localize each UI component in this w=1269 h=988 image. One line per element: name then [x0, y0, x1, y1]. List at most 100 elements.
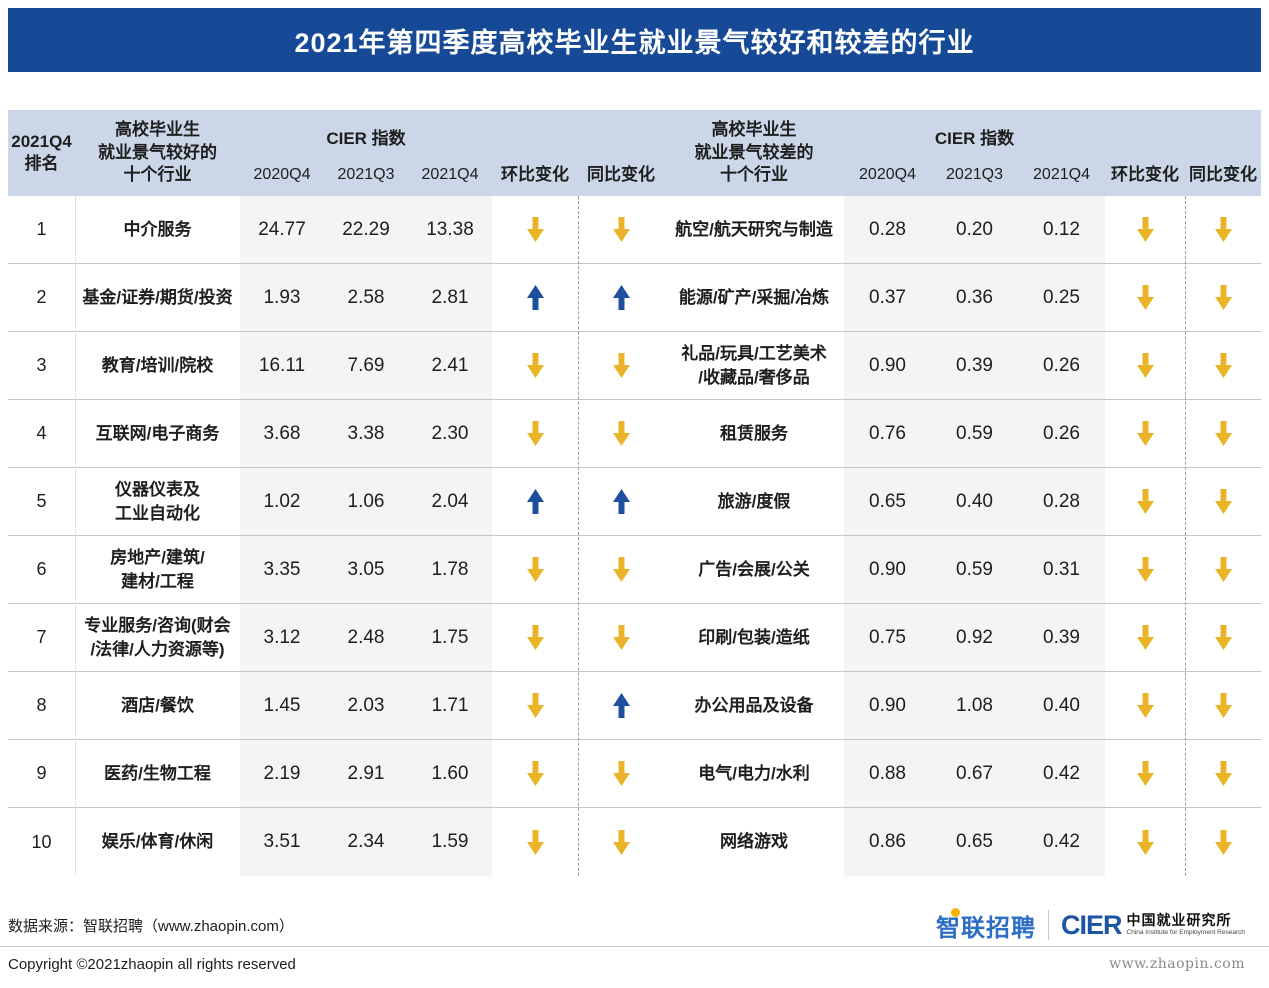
worse-cier-2021q3-cell: 0.40 — [931, 468, 1018, 535]
table-row: 3 教育/培训/院校 16.11 7.69 2.41 礼品/玩具/工艺美术 /收… — [8, 332, 1261, 400]
better-cier-2021q3-cell: 2.48 — [324, 604, 408, 671]
rank-cell: 5 — [36, 491, 47, 511]
worse-cier-2021q4-cell: 0.40 — [1018, 672, 1105, 739]
worse-yoy-arrow-icon — [1185, 536, 1261, 603]
better-yoy-arrow-icon — [578, 264, 664, 331]
worse-industry-cell: 旅游/度假 — [717, 491, 791, 511]
better-cier-2021q3-cell: 2.91 — [324, 740, 408, 807]
better-yoy-arrow-icon — [578, 400, 664, 467]
header-worse-industry: 高校毕业生 就业景气较差的 十个行业 — [694, 120, 814, 185]
worse-cier-2021q4-cell: 0.12 — [1018, 196, 1105, 263]
worse-cier-2021q3-cell: 0.36 — [931, 264, 1018, 331]
table-body: 1 中介服务 24.77 22.29 13.38 航空/航天研究与制造 0.28… — [8, 196, 1261, 876]
header-q-2020q4-left: 2020Q4 — [253, 166, 311, 184]
worse-cier-2021q4-cell: 0.26 — [1018, 400, 1105, 467]
better-cier-2020q4-cell: 16.11 — [240, 332, 324, 399]
worse-yoy-arrow-icon — [1185, 468, 1261, 535]
worse-industry-cell: 办公用品及设备 — [694, 695, 814, 715]
worse-cier-2021q4-cell: 0.39 — [1018, 604, 1105, 671]
table-row: 9 医药/生物工程 2.19 2.91 1.60 电气/电力/水利 0.88 0… — [8, 740, 1261, 808]
worse-cier-2020q4-cell: 0.37 — [844, 264, 931, 331]
worse-mom-arrow-icon — [1105, 740, 1185, 807]
better-cier-2020q4-cell: 24.77 — [240, 196, 324, 263]
better-mom-arrow-icon — [492, 672, 578, 739]
worse-industry-cell: 礼品/玩具/工艺美术 /收藏品/奢侈品 — [681, 343, 827, 387]
worse-mom-arrow-icon — [1105, 536, 1185, 603]
worse-cier-2021q4-cell: 0.28 — [1018, 468, 1105, 535]
worse-cier-2020q4-cell: 0.28 — [844, 196, 931, 263]
worse-cier-2021q4-cell: 0.31 — [1018, 536, 1105, 603]
footer-divider — [0, 946, 1269, 947]
worse-mom-arrow-icon — [1105, 468, 1185, 535]
better-cier-2021q4-cell: 2.04 — [408, 468, 492, 535]
copyright-row: Copyright ©2021zhaopin all rights reserv… — [8, 950, 1253, 978]
cier-institute-name: 中国就业研究所 — [1126, 913, 1232, 929]
worse-cier-2020q4-cell: 0.76 — [844, 400, 931, 467]
better-cier-2020q4-cell: 3.51 — [240, 808, 324, 876]
better-cier-2021q4-cell: 1.71 — [408, 672, 492, 739]
worse-mom-arrow-icon — [1105, 400, 1185, 467]
better-yoy-arrow-icon — [578, 536, 664, 603]
better-yoy-arrow-icon — [578, 672, 664, 739]
better-cier-2020q4-cell: 3.68 — [240, 400, 324, 467]
worse-mom-arrow-icon — [1105, 808, 1185, 876]
better-cier-2021q3-cell: 3.38 — [324, 400, 408, 467]
worse-cier-2021q4-cell: 0.25 — [1018, 264, 1105, 331]
worse-mom-arrow-icon — [1105, 264, 1185, 331]
better-cier-2021q4-cell: 1.78 — [408, 536, 492, 603]
rank-cell: 7 — [36, 627, 47, 647]
table-header: 2021Q4 排名 高校毕业生 就业景气较好的 十个行业 CIER 指数 202… — [8, 110, 1261, 196]
table-rows: 1 中介服务 24.77 22.29 13.38 航空/航天研究与制造 0.28… — [8, 196, 1261, 876]
cier-logo: CIER 中国就业研究所 China Institute for Employm… — [1060, 909, 1246, 940]
rank-cell: 9 — [36, 763, 47, 783]
header-better-industry: 高校毕业生 就业景气较好的 十个行业 — [98, 120, 217, 185]
worse-yoy-arrow-icon — [1185, 740, 1261, 807]
better-cier-2021q3-cell: 1.06 — [324, 468, 408, 535]
better-mom-arrow-icon — [492, 332, 578, 399]
rank-cell: 3 — [36, 355, 47, 375]
better-industry-cell: 酒店/餐饮 — [121, 695, 194, 715]
better-yoy-arrow-icon — [578, 196, 664, 263]
rank-divider-line — [75, 196, 76, 876]
cier-institute-name-en: China Institute for Employment Research — [1126, 929, 1246, 937]
worse-cier-2020q4-cell: 0.90 — [844, 536, 931, 603]
header-cier-right: CIER 指数 — [934, 128, 1015, 148]
table-row: 8 酒店/餐饮 1.45 2.03 1.71 办公用品及设备 0.90 1.08… — [8, 672, 1261, 740]
table-row: 2 基金/证券/期货/投资 1.93 2.58 2.81 能源/矿产/采掘/冶炼… — [8, 264, 1261, 332]
rank-cell: 1 — [36, 219, 47, 239]
better-mom-arrow-icon — [492, 808, 578, 876]
better-industry-cell: 互联网/电子商务 — [95, 423, 220, 443]
header-q-2021q3-left: 2021Q3 — [337, 166, 395, 184]
better-mom-arrow-icon — [492, 536, 578, 603]
worse-mom-arrow-icon — [1105, 332, 1185, 399]
better-industry-cell: 教育/培训/院校 — [101, 355, 214, 375]
worse-cier-2021q4-cell: 0.42 — [1018, 740, 1105, 807]
better-yoy-arrow-icon — [578, 332, 664, 399]
better-cier-2020q4-cell: 1.93 — [240, 264, 324, 331]
worse-cier-2020q4-cell: 0.90 — [844, 332, 931, 399]
worse-cier-2021q3-cell: 1.08 — [931, 672, 1018, 739]
website-text: www.zhaopin.com — [1109, 956, 1245, 972]
better-yoy-arrow-icon — [578, 468, 664, 535]
rank-cell: 6 — [36, 559, 47, 579]
rank-cell: 8 — [36, 695, 47, 715]
table-row: 10 娱乐/体育/休闲 3.51 2.34 1.59 网络游戏 0.86 0.6… — [8, 808, 1261, 876]
worse-yoy-arrow-icon — [1185, 604, 1261, 671]
worse-mom-arrow-icon — [1105, 196, 1185, 263]
copyright-text: Copyright ©2021zhaopin all rights reserv… — [8, 955, 296, 973]
worse-industry-cell: 航空/航天研究与制造 — [675, 219, 833, 239]
worse-yoy-arrow-icon — [1185, 808, 1261, 876]
better-industry-cell: 娱乐/体育/休闲 — [101, 832, 214, 852]
yoy-divider-line-left — [578, 196, 579, 876]
better-cier-2020q4-cell: 1.45 — [240, 672, 324, 739]
title-bar: 2021年第四季度高校毕业生就业景气较好和较差的行业 — [8, 8, 1261, 72]
better-cier-2021q4-cell: 2.41 — [408, 332, 492, 399]
better-cier-2020q4-cell: 2.19 — [240, 740, 324, 807]
worse-industry-cell: 电气/电力/水利 — [698, 763, 810, 783]
better-mom-arrow-icon — [492, 604, 578, 671]
rank-cell: 10 — [31, 831, 52, 852]
better-cier-2021q3-cell: 2.58 — [324, 264, 408, 331]
better-yoy-arrow-icon — [578, 740, 664, 807]
data-source-text: 数据来源：智联招聘（www.zhaopin.com） — [8, 917, 294, 935]
rank-cell: 4 — [36, 423, 47, 443]
